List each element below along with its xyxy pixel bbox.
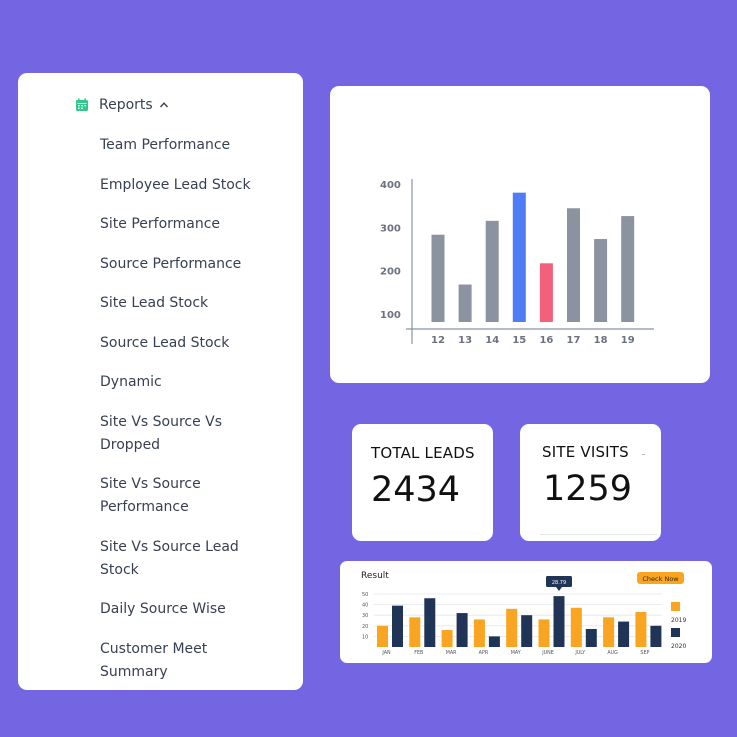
bar [512, 192, 526, 322]
bar-2020 [488, 636, 500, 647]
reports-label: Reports [99, 97, 153, 113]
menu-item-site-vs-source-performance[interactable]: Site Vs Source Performance [100, 476, 201, 515]
bar-2020 [585, 628, 597, 647]
bar-2020 [392, 605, 403, 647]
decorative-dot [642, 454, 645, 455]
x-tick-label: AUG [607, 650, 618, 656]
reports-section-header[interactable]: Reports [75, 97, 169, 113]
bar [431, 234, 445, 322]
x-tick-label: JULY [574, 650, 585, 656]
tooltip-pointer [556, 587, 562, 591]
menu-item-source-lead-stock[interactable]: Source Lead Stock [100, 335, 230, 351]
legend-swatch-2019 [671, 602, 680, 611]
chart-title: Result [361, 571, 389, 581]
menu-item-customer-meet-summary[interactable]: Customer Meet Summary [100, 641, 208, 680]
site-visits-card: SITE VISITS 1259 [520, 424, 661, 541]
y-tick-label: 200 [380, 267, 401, 278]
menu-item-team-performance[interactable]: Team Performance [100, 137, 231, 153]
result-chart-card: Result Check Now 10 20 30 40 50 JAN FEB MAR APR MAY… [340, 561, 712, 663]
legend-label-2020: 2020 [671, 643, 686, 650]
top-bar-chart: 100 200 300 400 12 13 14 15 16 17 18 19 [380, 179, 654, 346]
menu-item-site-lead-stock[interactable]: Site Lead Stock [100, 295, 209, 311]
bar-2019 [506, 608, 518, 647]
top-bar-chart-card: 100 200 300 400 12 13 14 15 16 17 18 19 [330, 86, 710, 383]
total-leads-value: 2434 [371, 470, 461, 510]
x-tick-label: MAR [446, 650, 457, 656]
bar-2019 [473, 619, 485, 647]
x-tick-label: 12 [431, 335, 445, 346]
y-tick-label: 20 [362, 624, 368, 630]
total-leads-label: TOTAL LEADS [371, 444, 475, 462]
bar [567, 208, 580, 322]
x-tick-label: FEB [414, 650, 423, 656]
x-tick-label: 18 [594, 335, 608, 346]
y-tick-label: 300 [380, 223, 401, 234]
menu-item-daily-source-wise[interactable]: Daily Source Wise [100, 601, 226, 617]
bar [621, 216, 635, 322]
bar [485, 220, 499, 322]
x-tick-label: JUNE [541, 650, 554, 656]
x-tick-label: 16 [539, 335, 553, 346]
site-visits-value: 1259 [543, 469, 633, 509]
x-tick-label: 14 [485, 335, 499, 346]
bar-2019 [377, 625, 388, 647]
bar-2019 [538, 619, 550, 647]
y-tick-label: 100 [380, 310, 401, 321]
x-tick-label: JAN [381, 650, 391, 656]
x-tick-label: 15 [512, 335, 526, 346]
y-tick-label: 10 [362, 634, 368, 640]
y-tick-label: 40 [362, 603, 368, 609]
bar-2020 [521, 615, 533, 647]
legend-swatch-2020 [671, 628, 680, 637]
x-tick-label: 19 [621, 335, 635, 346]
bar-2019 [570, 607, 582, 647]
menu-item-site-vs-source-vs-dropped[interactable]: Site Vs Source Vs Dropped [100, 414, 223, 453]
bar-2020 [618, 621, 630, 647]
bar-2020 [424, 598, 436, 647]
bar-2019 [409, 617, 421, 647]
legend-label-2019: 2019 [671, 617, 686, 624]
tooltip-bg [546, 576, 572, 587]
x-tick-label: 13 [458, 335, 472, 346]
card-divider [540, 534, 657, 535]
y-tick-label: 50 [362, 592, 368, 598]
bar [594, 239, 608, 322]
tooltip: 28.79 [546, 576, 572, 591]
bar-2019 [635, 612, 647, 647]
bar [458, 284, 472, 322]
menu-item-site-vs-source-lead-stock[interactable]: Site Vs Source Lead Stock [100, 539, 239, 578]
menu-item-employee-lead-stock[interactable]: Employee Lead Stock [100, 177, 251, 193]
x-tick-label: 17 [567, 335, 581, 346]
calendar-icon [76, 98, 88, 111]
x-tick-label: APR [479, 650, 489, 656]
y-tick-label: 400 [380, 180, 401, 191]
bar-2020 [650, 625, 662, 647]
check-now-label[interactable]: Check Now [642, 575, 679, 583]
bar-2019 [603, 617, 615, 647]
menu-item-site-performance[interactable]: Site Performance [100, 216, 221, 232]
bar-2020 [553, 596, 565, 647]
chevron-up-icon[interactable] [159, 100, 169, 110]
menu-item-source-performance[interactable]: Source Performance [100, 256, 242, 272]
total-leads-card: TOTAL LEADS 2434 [352, 424, 493, 541]
bar [539, 263, 553, 322]
y-tick-label: 30 [362, 613, 368, 619]
site-visits-label: SITE VISITS [542, 443, 629, 461]
check-now-button[interactable]: Check Now [637, 572, 684, 584]
x-tick-label: SEP [640, 650, 649, 656]
result-bar-chart: Result Check Now 10 20 30 40 50 JAN FEB MAR APR MAY… [361, 571, 686, 656]
bar-2019 [441, 630, 453, 647]
reports-sidebar: Reports Team Performance Employee Lead S… [18, 73, 303, 690]
check-now-button-bg[interactable] [637, 572, 684, 584]
menu-item-dynamic[interactable]: Dynamic [100, 374, 162, 390]
bar-2020 [456, 613, 468, 647]
x-tick-label: MAY [511, 650, 521, 656]
tooltip-value: 28.79 [552, 580, 566, 586]
